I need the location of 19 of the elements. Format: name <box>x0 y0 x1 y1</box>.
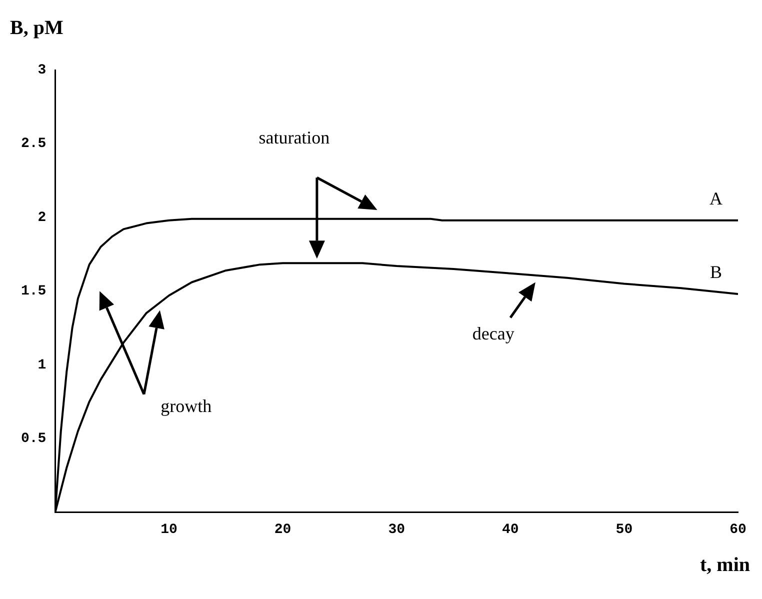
series-label: B <box>710 262 722 282</box>
x-axis-title: t, min <box>700 554 750 576</box>
y-tick-label: 2.5 <box>20 136 46 152</box>
x-tick-label: 50 <box>616 522 633 538</box>
x-tick-label: 10 <box>160 522 178 538</box>
y-axis-title: B, pM <box>10 17 64 39</box>
annotation: decay <box>472 324 514 344</box>
x-tick-label: 40 <box>502 522 519 538</box>
y-tick-label: 1.5 <box>20 284 46 300</box>
series-label: A <box>710 188 722 208</box>
y-tick-label: 3 <box>38 62 46 79</box>
x-tick-label: 60 <box>730 522 746 538</box>
y-tick-label: 1 <box>38 357 46 374</box>
x-tick-label: 30 <box>388 522 406 538</box>
annotation: saturation <box>258 128 330 148</box>
annotation: growth <box>160 396 212 416</box>
y-tick-label: 2 <box>38 210 46 226</box>
y-tick-label: 0.5 <box>20 431 46 448</box>
x-tick-label: 20 <box>274 522 292 538</box>
